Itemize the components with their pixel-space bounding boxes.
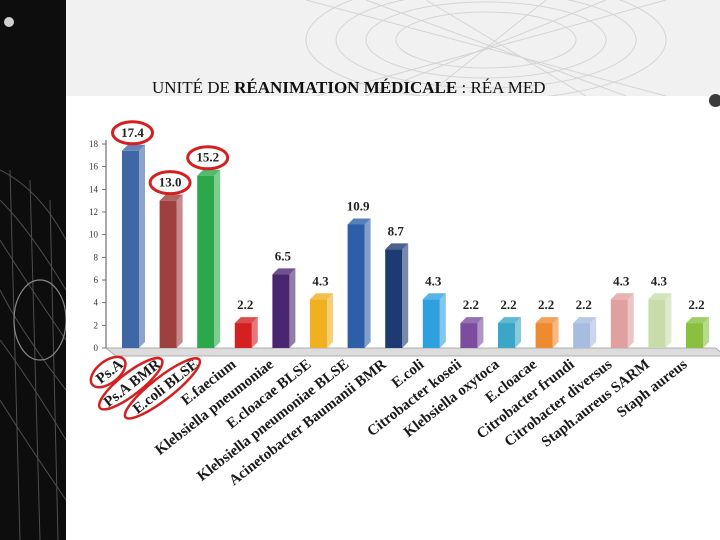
y-tick-label: 6 [94,275,99,285]
chart-floor [104,347,720,357]
bar-side [552,317,559,348]
value-highlight-circle [111,120,154,146]
wireframe-decoration [0,17,66,540]
category-highlight-circle [89,355,127,389]
bar-4 [272,274,290,348]
bar-side [364,218,371,348]
top-decorative-band [66,0,720,96]
bar-side [139,144,145,348]
value-label: 15.2 [196,150,219,165]
bar-13 [610,299,628,348]
bar-side [327,293,333,348]
bar-top [347,218,371,225]
value-label: 13.0 [159,175,182,190]
bar-1 [159,200,177,348]
value-label: 2.2 [500,297,516,312]
y-tick-label: 18 [89,139,99,149]
bar-12 [573,323,591,348]
bar-2 [197,175,215,348]
bar-7 [385,249,403,348]
category-highlight-circle [97,356,164,411]
value-label: 4.3 [312,273,329,288]
bar-top [122,144,145,151]
title-bold-part: RÉANIMATION MÉDICALE [234,78,458,97]
y-tick-label: 12 [89,207,98,217]
value-label: 2.2 [576,297,592,312]
bar-top [610,293,634,300]
top-wireframe-decoration [305,0,667,96]
bar-15 [686,323,703,348]
bar-3 [234,323,252,348]
y-tick-label: 10 [89,230,99,240]
bar-11 [535,323,553,348]
y-tick-label: 14 [89,184,99,194]
bar-side [515,317,521,348]
bar-side [627,293,634,348]
y-tick-label: 0 [94,343,99,353]
value-label: 2.2 [538,297,554,312]
bar-top [385,243,409,250]
title-part-1: UNITÉ DE [152,78,235,97]
bar-side [251,317,258,348]
bar-top [498,317,521,324]
bar-side [176,194,183,348]
y-tick-label: 4 [94,298,99,308]
bar-9 [460,323,478,348]
y-tick-label: 16 [89,162,99,172]
bar-top [648,293,672,300]
bar-side [477,317,484,348]
bar-top [686,317,709,324]
value-highlight-circle [148,170,192,196]
value-label: 4.3 [613,273,630,288]
bar-14 [648,299,666,348]
value-label: 2.2 [237,297,253,312]
slide-title: UNITÉ DE RÉANIMATION MÉDICALE : RÉA MED [152,78,546,98]
bar-10 [498,323,515,348]
bar-side [214,169,221,348]
bar-side [665,293,672,348]
value-label: 8.7 [388,223,405,238]
value-label: 2.2 [463,297,479,312]
y-tick-label: 8 [94,252,99,262]
value-label: 10.9 [347,198,370,213]
bar-5 [310,299,327,348]
value-highlight-circle [186,145,230,171]
value-label: 4.3 [651,273,668,288]
bar-0 [122,150,139,348]
nav-dot-icon[interactable] [709,94,720,107]
left-decorative-panel [0,0,66,540]
bar-side [439,293,446,348]
bar-top [234,317,258,324]
title-part-2: : RÉA MED [457,78,546,97]
bar-top [159,194,183,201]
value-label: 2.2 [688,297,704,312]
value-label: 6.5 [275,248,292,263]
bar-side [590,317,597,348]
bar-top [460,317,484,324]
y-tick-label: 2 [94,320,99,330]
bar-top [197,169,221,176]
bar-top [310,293,333,300]
bar-top [272,268,296,275]
bar-top [535,317,559,324]
bar-side [703,317,709,348]
bar-side [289,268,296,348]
bar-top [422,293,446,300]
bar-side [402,243,409,348]
bar-6 [347,224,365,348]
value-label: 17.4 [121,125,144,140]
bar-8 [422,299,440,348]
value-label: 4.3 [425,273,442,288]
bullet-dot-icon [4,17,14,27]
bar-top [573,317,597,324]
category-highlight-circle [123,357,202,420]
